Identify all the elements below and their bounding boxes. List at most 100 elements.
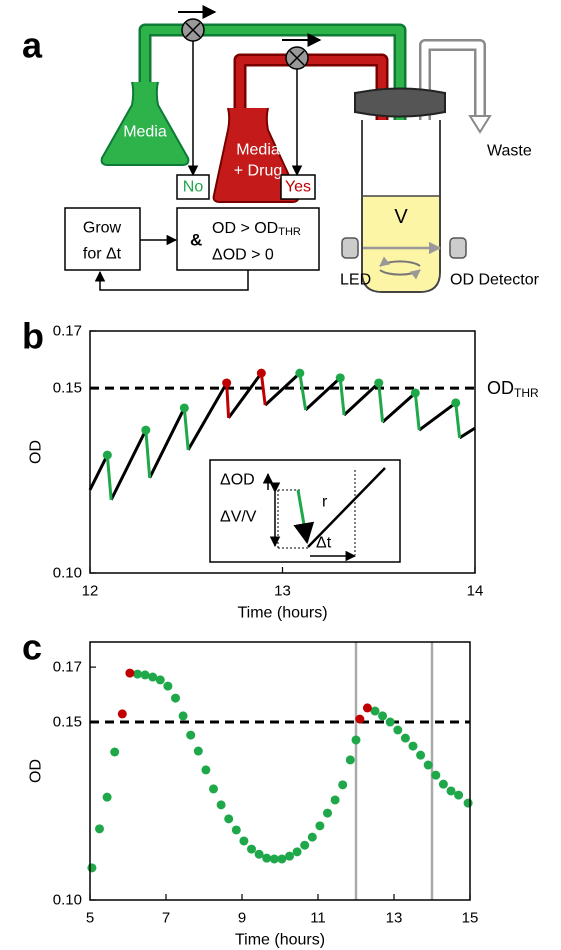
peak-marker <box>222 378 232 388</box>
point <box>247 844 256 854</box>
detector-label: OD Detector <box>450 272 540 289</box>
point <box>269 854 279 864</box>
point <box>87 863 97 873</box>
point <box>323 808 332 818</box>
y-tick-label: 0.17 <box>53 323 82 340</box>
inset-label: Δt <box>316 535 332 552</box>
inset-label: ΔOD <box>220 472 255 489</box>
peak-marker <box>374 378 384 388</box>
peak-marker <box>410 388 420 398</box>
peak-marker <box>295 368 305 378</box>
axes-frame <box>89 330 476 574</box>
point <box>351 735 361 745</box>
and-label: & <box>190 231 202 250</box>
valve-x <box>289 50 305 66</box>
series-line <box>225 372 267 419</box>
point <box>216 800 226 810</box>
point <box>163 681 173 691</box>
point <box>431 770 441 780</box>
peak-marker <box>102 450 112 460</box>
x-tick-label: 12 <box>82 583 99 600</box>
threshold-label: ODTHR <box>487 378 539 400</box>
feedback <box>94 270 249 291</box>
point <box>231 825 241 835</box>
point <box>300 840 310 850</box>
point <box>345 755 355 765</box>
peak-marker <box>335 373 345 383</box>
point <box>416 750 426 760</box>
panel-label: a <box>22 25 43 66</box>
point <box>446 786 456 796</box>
point <box>355 714 365 724</box>
point <box>277 854 287 864</box>
point <box>102 792 112 802</box>
x-tick-label: 7 <box>162 910 170 927</box>
point <box>423 760 433 770</box>
condition-text: OD > OD <box>212 220 278 237</box>
point <box>125 668 135 678</box>
no-label: No <box>183 179 204 196</box>
grow-box <box>64 207 141 271</box>
y-tick-label: 0.17 <box>53 659 82 676</box>
point <box>454 790 464 800</box>
chart-c: c 0.10 0.15 0.17 5 7 9 11 13 15 Time (hours) OD <box>22 627 478 949</box>
peak-marker <box>451 398 461 408</box>
y-tick-label: 0.15 <box>53 380 82 397</box>
panel-label: b <box>22 316 44 357</box>
point <box>239 836 249 846</box>
culture <box>363 196 439 291</box>
point <box>362 703 372 713</box>
point <box>117 709 127 719</box>
point <box>133 669 142 679</box>
grow-label: Grow <box>83 220 122 237</box>
inset-label: r <box>322 494 328 511</box>
y-tick-label: 0.10 <box>53 565 82 582</box>
point <box>254 849 264 859</box>
yes-label: Yes <box>285 179 311 196</box>
inset: ΔOD ΔV/V r Δt <box>209 459 401 563</box>
x-axis-label: Time (hours) <box>235 932 325 949</box>
media-flask <box>100 81 190 166</box>
x-tick-label: 9 <box>238 910 246 927</box>
point <box>315 821 325 831</box>
point <box>285 851 294 861</box>
point <box>178 711 188 721</box>
yes-box <box>280 174 316 200</box>
point <box>292 847 302 857</box>
point <box>307 832 317 842</box>
threshold-text: OD <box>487 378 514 398</box>
drug-flask <box>212 107 300 203</box>
x-tick-label: 15 <box>462 910 479 927</box>
vessel-cap <box>354 87 446 118</box>
condition-subscript: THR <box>278 226 301 238</box>
point <box>186 730 196 740</box>
point <box>155 675 165 685</box>
panel-label: c <box>22 627 42 668</box>
point <box>262 853 272 863</box>
point <box>338 780 348 790</box>
valve-x <box>185 22 201 38</box>
y-tick-label: 0.10 <box>53 892 82 909</box>
x-tick-label: 13 <box>386 910 403 927</box>
inset-dilution <box>293 489 315 545</box>
point <box>95 824 104 834</box>
point <box>393 725 403 735</box>
point <box>110 747 120 757</box>
y-axis-label: OD <box>28 440 45 464</box>
inset-label: ΔV/V <box>220 509 257 526</box>
inset-growth <box>307 467 386 548</box>
waste-label: Waste <box>487 143 532 160</box>
point <box>370 706 380 716</box>
x-tick-label: 14 <box>467 583 484 600</box>
waste-arrow <box>468 115 492 134</box>
grow-label: for Δt <box>83 246 122 263</box>
x-tick-label: 13 <box>274 583 291 600</box>
detector <box>449 237 467 259</box>
point <box>400 733 410 743</box>
point <box>193 746 203 756</box>
point <box>171 693 180 703</box>
peak-marker <box>141 425 151 435</box>
point <box>140 670 150 680</box>
y-tick-label: 0.15 <box>53 714 82 731</box>
